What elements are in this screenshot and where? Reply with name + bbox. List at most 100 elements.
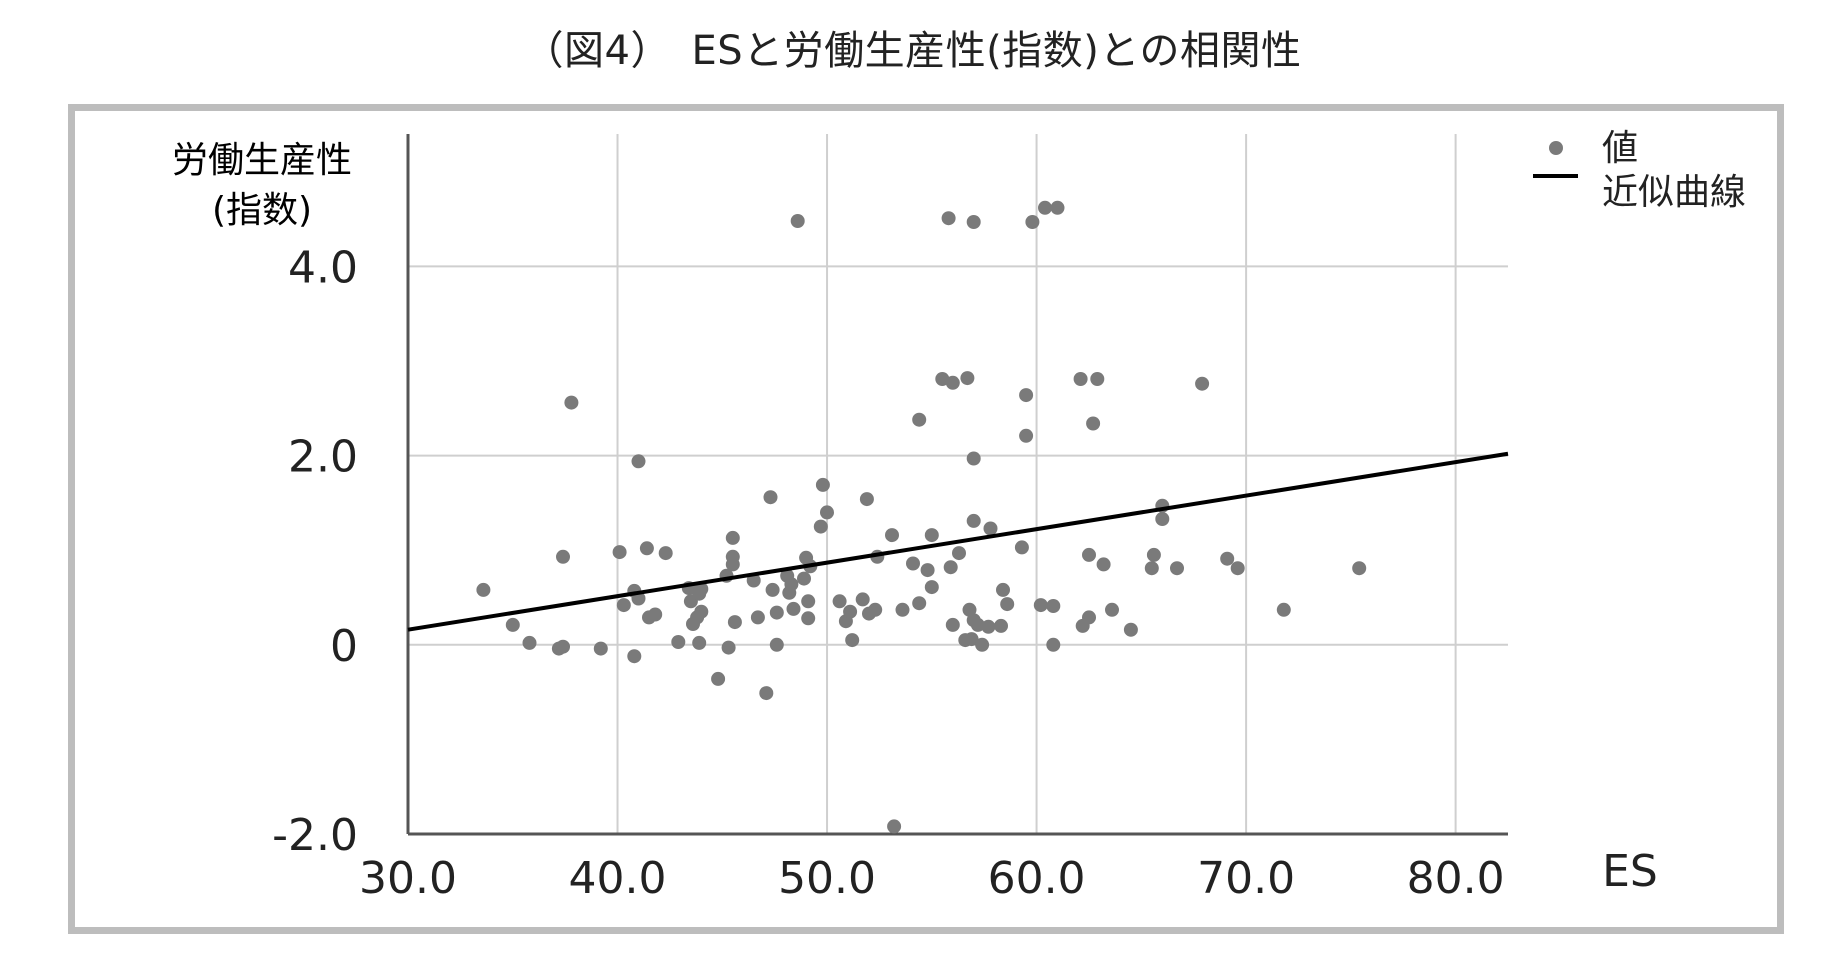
series bbox=[407, 200, 1509, 834]
scatter-point bbox=[983, 521, 998, 536]
scatter-point bbox=[1082, 547, 1096, 562]
scatter-point bbox=[627, 649, 642, 664]
scatter-point bbox=[612, 545, 627, 560]
tick-labels: 30.0 40.0 50.0 60.0 70.0 80.0 -2.0 0 2.0 4.0 bbox=[272, 242, 1504, 904]
scatter-point bbox=[832, 594, 847, 609]
y-axis-label-line-1: 労働生産性 bbox=[172, 140, 352, 181]
scatter-point bbox=[1019, 428, 1034, 443]
legend: 値 近似曲線 bbox=[1533, 128, 1746, 213]
scatter-point bbox=[671, 635, 686, 649]
scatter-point bbox=[1082, 610, 1096, 625]
scatter-point bbox=[1123, 622, 1138, 637]
scatter-point bbox=[801, 611, 816, 626]
scatter-point bbox=[813, 519, 828, 534]
chart-title: （図4） ESと労働生産性(指数)との相関性 bbox=[523, 28, 1302, 74]
scatter-point bbox=[556, 639, 570, 654]
scatter-point bbox=[1073, 372, 1088, 386]
scatter-point bbox=[784, 577, 799, 592]
scatter-point bbox=[1352, 561, 1367, 576]
scatter-point bbox=[1019, 388, 1034, 403]
scatter-point bbox=[1155, 512, 1170, 526]
scatter-point bbox=[616, 598, 631, 613]
legend-label-trendline: 近似曲線 bbox=[1602, 172, 1746, 213]
scatter-point bbox=[476, 582, 491, 597]
scatter-point bbox=[1025, 215, 1040, 229]
chart-frame bbox=[68, 104, 1784, 934]
scatter-point bbox=[912, 596, 927, 611]
scatter-point bbox=[769, 605, 784, 620]
scatter-point bbox=[970, 617, 985, 632]
scatter-point bbox=[556, 549, 570, 564]
scatter-point bbox=[868, 602, 883, 617]
scatter-point bbox=[1144, 561, 1159, 576]
scatter-point bbox=[996, 582, 1010, 597]
scatter-point bbox=[648, 607, 663, 622]
legend-marker-values bbox=[1549, 141, 1563, 155]
scatter-point bbox=[692, 635, 707, 650]
axis-labels: 労働生産性 (指数) ES bbox=[172, 140, 1658, 897]
scatter-point bbox=[964, 632, 979, 647]
scatter-point bbox=[966, 215, 981, 229]
scatter-point bbox=[966, 451, 981, 466]
scatter-point bbox=[912, 412, 927, 427]
x-tick-label: 40.0 bbox=[569, 853, 667, 904]
scatter-point bbox=[1050, 200, 1065, 215]
scatter-point bbox=[1090, 372, 1105, 386]
scatter-point bbox=[564, 395, 579, 410]
scatter-point bbox=[505, 617, 520, 632]
scatter-point bbox=[658, 546, 673, 561]
grid-lines bbox=[408, 134, 1508, 834]
y-tick-label: 2.0 bbox=[288, 432, 358, 483]
scatter-point bbox=[845, 633, 860, 648]
x-tick-label: 60.0 bbox=[988, 853, 1086, 904]
scatter-point bbox=[885, 528, 899, 543]
scatter-point bbox=[1000, 597, 1015, 612]
scatter-point bbox=[1195, 376, 1210, 391]
scatter-point bbox=[1096, 557, 1111, 572]
scatter-point bbox=[765, 582, 780, 597]
scatter-point bbox=[1105, 602, 1119, 617]
scatter-point bbox=[945, 375, 960, 390]
scatter-point bbox=[1038, 200, 1052, 215]
scatter-point bbox=[797, 571, 811, 586]
scatter-point bbox=[790, 214, 805, 228]
scatter-point bbox=[815, 477, 830, 492]
scatter-point bbox=[759, 686, 774, 701]
scatter-point bbox=[943, 560, 958, 575]
scatter-point bbox=[721, 640, 736, 655]
scatter-point bbox=[1014, 540, 1029, 555]
scatter-point bbox=[1170, 561, 1184, 576]
scatter-point bbox=[711, 671, 726, 686]
scatter-point bbox=[522, 635, 537, 650]
scatter-point bbox=[1086, 416, 1101, 431]
scatter-point bbox=[725, 557, 740, 572]
scatter-point bbox=[924, 528, 939, 543]
y-axis-label-line-2: (指数) bbox=[212, 190, 312, 231]
y-tick-label: 4.0 bbox=[288, 242, 358, 293]
scatter-point bbox=[725, 530, 740, 545]
axes bbox=[406, 134, 1508, 836]
x-tick-label: 50.0 bbox=[778, 853, 876, 904]
x-tick-label: 80.0 bbox=[1407, 853, 1505, 904]
scatter-point bbox=[981, 619, 996, 634]
scatter-point bbox=[895, 602, 910, 617]
y-tick-label: -2.0 bbox=[272, 810, 358, 861]
scatter-point bbox=[843, 604, 858, 619]
scatter-point bbox=[746, 573, 761, 588]
scatter-point bbox=[639, 541, 654, 556]
scatter-point bbox=[906, 556, 920, 571]
scatter-point bbox=[593, 641, 608, 656]
scatter-point bbox=[786, 601, 801, 616]
scatter-point bbox=[924, 580, 939, 595]
x-tick-label: 30.0 bbox=[359, 853, 457, 904]
scatter-point bbox=[1230, 561, 1245, 576]
scatter-point bbox=[820, 505, 834, 520]
scatter-point bbox=[769, 637, 784, 652]
trendline bbox=[407, 451, 1509, 632]
scatter-point bbox=[763, 490, 778, 505]
scatter-point bbox=[945, 617, 960, 632]
scatter-point bbox=[952, 546, 966, 561]
scatter-point bbox=[941, 211, 956, 226]
legend-label-values: 値 bbox=[1602, 128, 1638, 169]
